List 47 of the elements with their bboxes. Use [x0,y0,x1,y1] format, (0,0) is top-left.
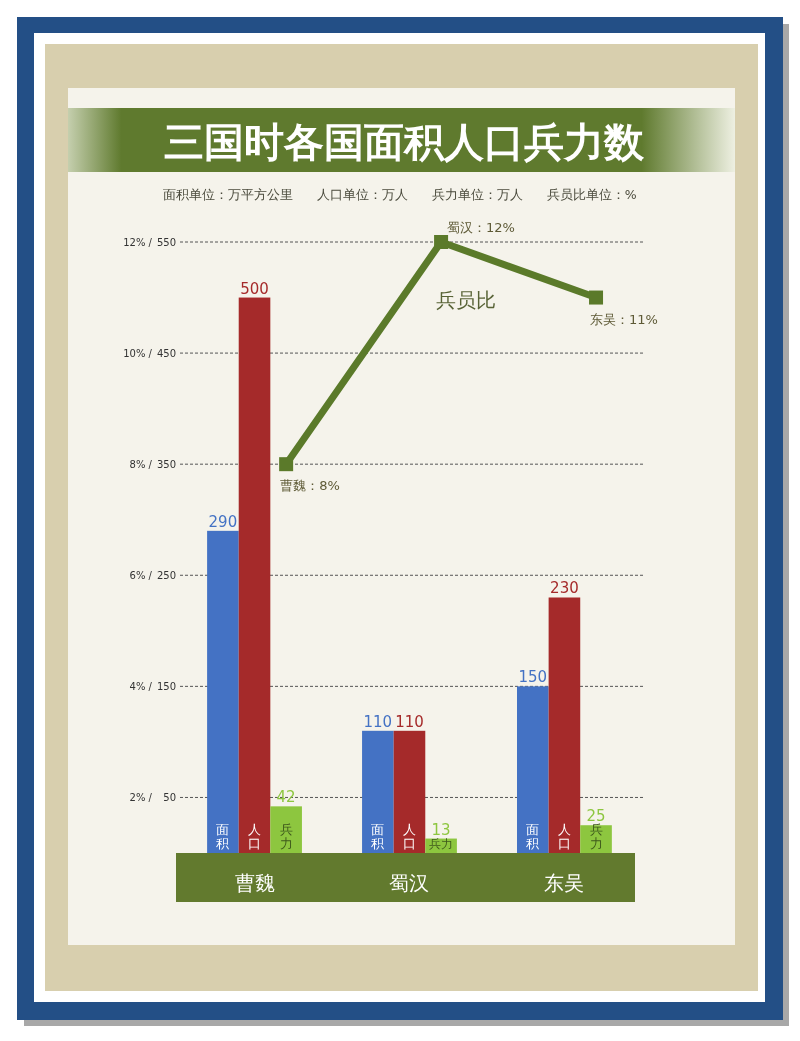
y-tick-label: 250 [156,569,176,581]
y2-tick-label: 12% / [123,236,153,248]
series-label: 人口 [247,823,262,850]
bar [517,686,549,853]
data-label: 500 [240,279,269,298]
x-tick-label: 东吴 [544,871,585,895]
y2-tick-label: 10% / [123,347,153,359]
y2-tick-label: 8% / [129,458,153,470]
series-label: 人口 [557,823,572,850]
series-label: 兵员比 [436,288,497,312]
series-label: 面积 [215,823,230,850]
point [279,457,294,472]
bar [362,730,394,853]
data-label: 230 [550,579,579,598]
y2-tick-label: 2% / [129,791,153,803]
data-label: 110 [395,712,424,731]
bar [393,730,426,853]
bar [548,597,581,853]
x-tick-label: 曹魏 [234,871,275,895]
point [434,235,449,249]
point [589,290,604,305]
series-label: 面积 [370,823,385,850]
y2-tick-label: 6% / [129,569,153,581]
title: 三国时各国面积人口兵力数 [164,118,644,165]
y-tick-label: 350 [156,458,176,470]
data-label: 13 [431,820,451,839]
data-label: 东吴：11% [590,311,658,327]
data-label: 42 [276,788,296,807]
data-label: 蜀汉：12% [447,220,515,235]
series-label: 人口 [402,823,417,850]
series-label: 面积 [525,823,540,850]
data-label: 110 [363,712,393,731]
subtitle: 面积单位：万平方公里 人口单位：万人 兵力单位：万人 兵员比单位：% [163,187,637,202]
bar [207,530,239,853]
bar [270,806,302,853]
series-label: 兵力 [279,823,294,850]
bar [238,297,271,853]
y2-tick-label: 4% / [129,680,153,692]
y-tick-label: 550 [156,236,176,248]
data-label: 曹魏：8% [280,478,340,494]
data-label: 150 [518,668,548,687]
data-label: 290 [208,512,238,531]
y-tick-label: 150 [156,680,176,692]
y-tick-label: 450 [156,347,176,359]
x-tick-label: 蜀汉 [389,871,430,895]
y-tick-label: 50 [163,791,176,803]
series-label: 兵力 [428,838,455,851]
